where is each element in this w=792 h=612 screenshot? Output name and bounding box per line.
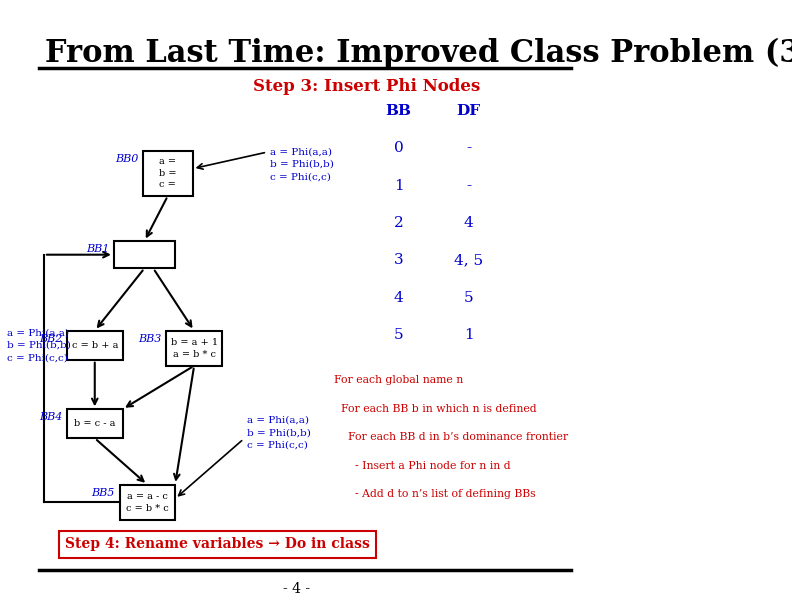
Text: 4: 4 xyxy=(464,216,474,230)
Text: BB0: BB0 xyxy=(115,154,139,163)
Text: - Insert a Phi node for n in d: - Insert a Phi node for n in d xyxy=(334,461,511,471)
Text: a =: a = xyxy=(159,157,177,166)
Text: 4, 5: 4, 5 xyxy=(455,253,483,267)
Text: b =: b = xyxy=(159,169,177,177)
Text: - 4 -: - 4 - xyxy=(283,583,310,597)
Text: c = b * c: c = b * c xyxy=(126,504,169,512)
Text: a = Phi(a,a)
b = Phi(b,b)
c = Phi(c,c): a = Phi(a,a) b = Phi(b,b) c = Phi(c,c) xyxy=(270,147,334,181)
FancyBboxPatch shape xyxy=(143,151,192,196)
Text: BB3: BB3 xyxy=(139,334,162,344)
Text: -: - xyxy=(466,141,471,155)
Text: From Last Time: Improved Class Problem (3): From Last Time: Improved Class Problem (… xyxy=(45,37,792,69)
Text: For each BB b in which n is defined: For each BB b in which n is defined xyxy=(334,404,537,414)
Text: DF: DF xyxy=(457,104,481,118)
Text: 2: 2 xyxy=(394,216,404,230)
Text: b = a + 1: b = a + 1 xyxy=(170,338,218,347)
FancyBboxPatch shape xyxy=(114,241,175,268)
FancyBboxPatch shape xyxy=(166,330,222,366)
Text: BB1: BB1 xyxy=(86,244,109,254)
Text: c =: c = xyxy=(159,180,176,189)
Text: Step 4: Rename variables → Do in class: Step 4: Rename variables → Do in class xyxy=(65,537,370,551)
FancyBboxPatch shape xyxy=(67,330,123,360)
Text: b = c - a: b = c - a xyxy=(74,419,116,428)
Text: BB: BB xyxy=(386,104,412,118)
Text: 1: 1 xyxy=(464,328,474,342)
Text: For each BB d in b’s dominance frontier: For each BB d in b’s dominance frontier xyxy=(334,432,569,442)
Text: Step 3: Insert Phi Nodes: Step 3: Insert Phi Nodes xyxy=(253,78,480,95)
Text: 5: 5 xyxy=(464,291,474,305)
Text: 4: 4 xyxy=(394,291,404,305)
Text: -: - xyxy=(466,179,471,193)
Text: 5: 5 xyxy=(394,328,403,342)
Text: a = a - c: a = a - c xyxy=(127,492,168,501)
Text: a = Phi(a,a)
b = Phi(b,b)
c = Phi(c,c): a = Phi(a,a) b = Phi(b,b) c = Phi(c,c) xyxy=(247,416,310,450)
Text: a = b * c: a = b * c xyxy=(173,349,215,359)
Text: 3: 3 xyxy=(394,253,403,267)
FancyBboxPatch shape xyxy=(120,485,175,520)
Text: c = b + a: c = b + a xyxy=(71,341,118,349)
Text: 0: 0 xyxy=(394,141,404,155)
Text: BB5: BB5 xyxy=(92,488,115,498)
Text: BB2: BB2 xyxy=(39,334,63,344)
Text: 1: 1 xyxy=(394,179,404,193)
FancyBboxPatch shape xyxy=(67,409,123,438)
Text: a = Phi(a,a)
b = Phi(b,b)
c = Phi(c,c): a = Phi(a,a) b = Phi(b,b) c = Phi(c,c) xyxy=(7,328,71,362)
Text: For each global name n: For each global name n xyxy=(334,375,463,386)
Text: - Add d to n’s list of defining BBs: - Add d to n’s list of defining BBs xyxy=(334,489,536,499)
Text: BB4: BB4 xyxy=(39,412,63,422)
